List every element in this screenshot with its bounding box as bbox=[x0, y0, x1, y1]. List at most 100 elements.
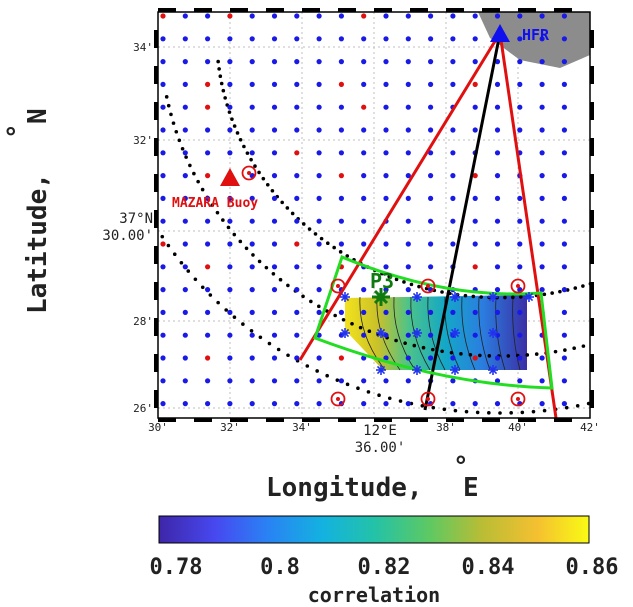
grid-dot bbox=[494, 378, 501, 384]
sample-asterisk bbox=[376, 328, 386, 338]
grid-dot bbox=[561, 355, 568, 361]
grid-dot bbox=[494, 195, 501, 201]
grid-dot bbox=[517, 241, 523, 247]
grid-dot bbox=[450, 355, 456, 361]
grid-dot bbox=[205, 81, 211, 87]
grid-dot bbox=[205, 241, 211, 247]
sample-asterisk bbox=[450, 328, 460, 338]
grid-dot bbox=[472, 264, 478, 270]
grid-dot bbox=[405, 150, 411, 156]
grid-dot bbox=[450, 150, 456, 156]
grid-dot bbox=[539, 264, 545, 270]
grid-dot bbox=[450, 81, 456, 87]
frame-checkers bbox=[154, 8, 594, 422]
grid-dot bbox=[405, 241, 411, 247]
grid-dot bbox=[205, 13, 211, 19]
grid-dot bbox=[338, 127, 344, 133]
grid-dot bbox=[405, 218, 411, 224]
grid-dot bbox=[271, 36, 278, 42]
grid-dot bbox=[316, 81, 322, 87]
grid-dot bbox=[294, 309, 300, 315]
grid-dot bbox=[316, 378, 322, 384]
grid-dot bbox=[205, 401, 211, 407]
colorbar-tick-label: 0.86 bbox=[566, 555, 619, 580]
grid-dot bbox=[249, 218, 255, 224]
grid-dot bbox=[182, 13, 188, 19]
grid-dot bbox=[450, 401, 456, 407]
sample-asterisk bbox=[340, 328, 350, 338]
grid-dot bbox=[227, 13, 233, 19]
grid-dot bbox=[361, 287, 367, 293]
grid-dot bbox=[227, 104, 233, 110]
grid-dot bbox=[294, 127, 300, 133]
grid-dot bbox=[271, 195, 278, 201]
grid-dot bbox=[294, 36, 300, 42]
grid-dot bbox=[450, 173, 456, 179]
grid-dot bbox=[182, 332, 188, 338]
grid-dot bbox=[450, 378, 456, 384]
grid-dot bbox=[227, 127, 233, 133]
sample-asterisk bbox=[376, 365, 386, 375]
target-markers bbox=[241, 165, 526, 407]
grid-dot bbox=[561, 264, 568, 270]
grid-dot bbox=[271, 309, 278, 315]
grid-dot bbox=[271, 264, 278, 270]
svg-text:Latitude,: Latitude, bbox=[23, 173, 53, 314]
grid-dot bbox=[383, 241, 389, 247]
grid-dot bbox=[472, 36, 478, 42]
grid-dot bbox=[316, 104, 322, 110]
grid-dot bbox=[472, 104, 478, 110]
grid-dot bbox=[271, 104, 278, 110]
grid-dot bbox=[316, 355, 322, 361]
grid-dot bbox=[160, 36, 166, 42]
grid-dot bbox=[517, 264, 523, 270]
grid-dot bbox=[294, 195, 300, 201]
grid-dot bbox=[294, 332, 300, 338]
y-tick-labels: 26' 28' 32' 34' bbox=[133, 41, 153, 415]
grid-dot bbox=[338, 173, 344, 179]
grid-dot bbox=[316, 127, 322, 133]
grid-dot bbox=[561, 287, 568, 293]
grid-dot bbox=[316, 218, 322, 224]
grid-dot bbox=[361, 195, 367, 201]
grid-dot bbox=[338, 104, 344, 110]
grid-dot bbox=[160, 287, 166, 293]
grid-dot bbox=[450, 218, 456, 224]
grid-dot bbox=[494, 401, 501, 407]
target-circle-icon bbox=[420, 391, 436, 407]
colorbar-tick-label: 0.84 bbox=[462, 555, 515, 580]
hfr-label: HFR bbox=[522, 26, 550, 44]
grid-dot bbox=[249, 355, 255, 361]
grid-dot bbox=[160, 195, 166, 201]
grid-dot bbox=[294, 378, 300, 384]
grid-dot bbox=[160, 355, 166, 361]
grid-dot bbox=[249, 36, 255, 42]
grid-dot bbox=[182, 81, 188, 87]
grid-dot bbox=[517, 36, 523, 42]
grid-dot bbox=[182, 36, 188, 42]
grid-dot bbox=[249, 401, 255, 407]
grid-dot bbox=[160, 127, 166, 133]
grid-dot bbox=[405, 81, 411, 87]
grid-dot bbox=[561, 104, 568, 110]
grid-dot bbox=[227, 241, 233, 247]
grid-dot bbox=[227, 401, 233, 407]
colorbar-tick-label: 0.78 bbox=[150, 555, 203, 580]
y-tick-label: 26' bbox=[133, 402, 153, 415]
grid-dot bbox=[338, 218, 344, 224]
grid-dot bbox=[227, 378, 233, 384]
grid-dot bbox=[316, 241, 322, 247]
grid-dot bbox=[361, 241, 367, 247]
grid-dot bbox=[383, 401, 389, 407]
grid-dot bbox=[517, 104, 523, 110]
grid-dot bbox=[428, 195, 434, 201]
beam-left bbox=[298, 32, 502, 361]
grid-dot bbox=[271, 150, 278, 156]
grid-dot bbox=[472, 127, 478, 133]
grid-dot bbox=[205, 104, 211, 110]
grid-dot bbox=[271, 13, 278, 19]
x-tick-labels: 30' 32' 34' 38' 40' 42' bbox=[148, 421, 600, 434]
grid-dot bbox=[428, 355, 434, 361]
grid-dot bbox=[383, 173, 389, 179]
grid-dot bbox=[361, 104, 367, 110]
